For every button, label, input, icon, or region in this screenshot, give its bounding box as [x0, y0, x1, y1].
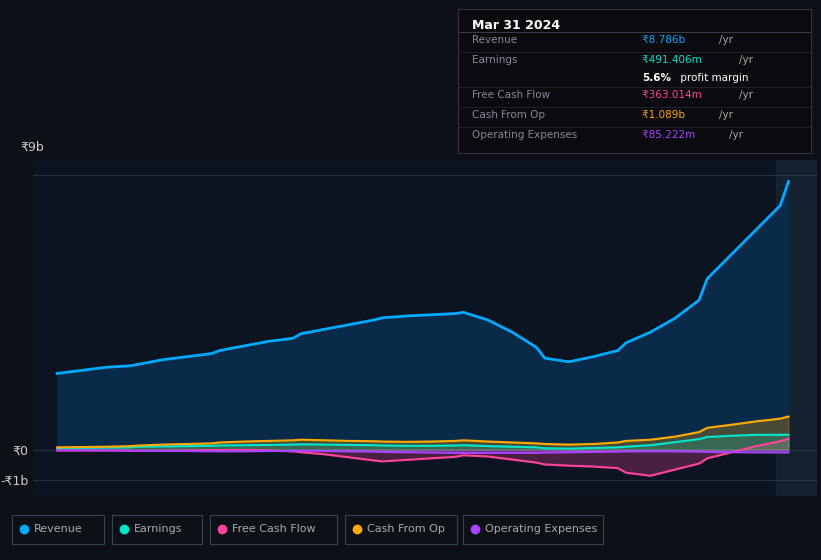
Text: /yr: /yr: [719, 110, 733, 120]
Text: /yr: /yr: [739, 55, 753, 65]
Text: ₹491.406m: ₹491.406m: [642, 55, 704, 65]
Text: /yr: /yr: [729, 130, 743, 141]
Text: Free Cash Flow: Free Cash Flow: [472, 90, 550, 100]
Text: Revenue: Revenue: [472, 35, 517, 45]
Text: ₹8.786b: ₹8.786b: [642, 35, 688, 45]
Text: /yr: /yr: [719, 35, 733, 45]
Text: profit margin: profit margin: [677, 73, 749, 82]
Text: ₹1.089b: ₹1.089b: [642, 110, 688, 120]
Text: Earnings: Earnings: [134, 524, 182, 534]
Text: ₹363.014m: ₹363.014m: [642, 90, 704, 100]
Text: Cash From Op: Cash From Op: [472, 110, 545, 120]
Text: Revenue: Revenue: [34, 524, 83, 534]
Text: 5.6%: 5.6%: [642, 73, 671, 82]
Text: Earnings: Earnings: [472, 55, 518, 65]
Text: ₹9b: ₹9b: [21, 141, 44, 154]
Text: ₹85.222m: ₹85.222m: [642, 130, 698, 141]
Text: Operating Expenses: Operating Expenses: [472, 130, 577, 141]
Bar: [777, 160, 817, 496]
Text: Cash From Op: Cash From Op: [367, 524, 445, 534]
Text: Free Cash Flow: Free Cash Flow: [232, 524, 315, 534]
Text: Operating Expenses: Operating Expenses: [485, 524, 598, 534]
Text: /yr: /yr: [739, 90, 753, 100]
Text: Mar 31 2024: Mar 31 2024: [472, 19, 561, 32]
